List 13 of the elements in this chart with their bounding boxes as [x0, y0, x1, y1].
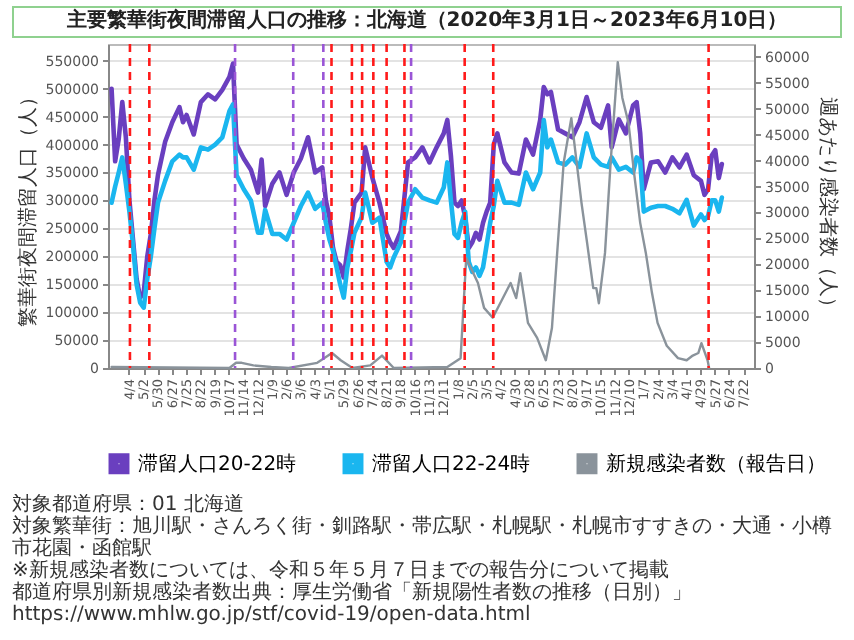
line-series: [109, 61, 725, 300]
chart-title: 主要繁華街夜間滞留人口の推移：北海道（2020年3月1日～2023年6月10日）: [12, 6, 842, 38]
legend-label: 滞留人口22-24時: [372, 451, 531, 476]
line-series: [110, 60, 711, 370]
text: ※新規感染者数については、令和５年５月７日までの報告分について掲載: [12, 560, 671, 582]
text: 都道府県別新規感染者数出典：厚生労働省「新規陽性者数の推移（日別）」 https://www.mhlw.go.jp/stf/covid-19/open-data.html: [12, 582, 694, 626]
y-axis-title: 繁華街夜間滞留人口（人）: [15, 87, 40, 327]
legend-label: 滞留人口20-22時: [138, 451, 297, 476]
text: 対象繁華街：旭川駅・さんろく街・釧路駅・帯広駅・札幌駅・札幌市すすきの・大通・小樽市花園・函館駅: [12, 516, 834, 560]
y2-axis-title: 週あたり感染者数（人）: [815, 97, 840, 317]
line-series: [109, 102, 725, 310]
text: 対象都道府県：01 北海道: [12, 494, 246, 516]
legend-label: 新規感染者数（報告日）: [606, 451, 826, 476]
